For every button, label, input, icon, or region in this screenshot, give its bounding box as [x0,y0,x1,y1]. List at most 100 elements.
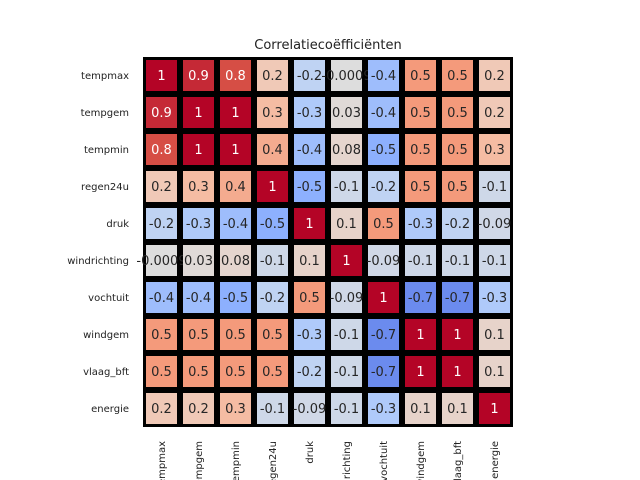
heatmap-cell [146,208,177,239]
heatmap-cell [220,134,251,165]
heatmap-cell [405,60,436,91]
heatmap-cell [294,245,325,276]
cell-value-label: 1 [268,180,276,195]
row-label: tempmin [84,145,129,156]
row-label: druk [106,219,129,230]
heatmap-cell [220,97,251,128]
heatmap-cell [294,97,325,128]
heatmap-cell [442,356,473,387]
row-label: tempgem [81,108,129,119]
cell-value-label: -0.2 [149,217,174,232]
column-label: regen24u [268,441,279,480]
heatmap-cell [257,319,288,350]
heatmap-cell [479,134,510,165]
cell-value-label: -0.4 [371,106,396,121]
cell-value-label: 0.4 [262,143,283,158]
heatmap-cell [183,319,214,350]
cell-value-label: 0.08 [332,143,361,158]
cell-value-label: -0.09 [330,291,364,306]
heatmap-cell [405,282,436,313]
cell-value-label: -0.2 [445,217,470,232]
cell-value-label: 0.1 [336,217,357,232]
heatmap-cell [405,171,436,202]
heatmap-cell [257,171,288,202]
cell-value-label: -0.7 [371,328,396,343]
heatmap-cell [331,356,362,387]
row-label: regen24u [81,182,129,193]
heatmap-cell [294,393,325,424]
cell-value-label: 0.5 [188,365,209,380]
cell-value-label: 1 [231,143,239,158]
cell-value-label: 0.8 [151,143,172,158]
column-label: windrichting [342,441,353,480]
heatmap-cell [442,393,473,424]
heatmap-cell [442,171,473,202]
heatmap-cell [479,208,510,239]
cell-value-label: 0.03 [332,106,361,121]
cell-value-label: 0.9 [188,69,209,84]
heatmap-cell [257,245,288,276]
cell-value-label: 0.03 [184,254,213,269]
heatmap-cell [257,97,288,128]
cell-value-label: 1 [490,402,498,417]
heatmap-cell [220,60,251,91]
cell-value-label: 1 [157,69,165,84]
row-label: energie [91,404,129,415]
column-label: tempmax [157,441,168,480]
cell-value-label: 0.2 [484,69,505,84]
cell-value-label: 0.5 [225,328,246,343]
heatmap-cells: 1 0.9 0.8 0.2 -0.2 -0.0009 -0.4 0.5 0.5 0.20.9 1 1 0… [136,57,513,427]
heatmap-cell [183,356,214,387]
heatmap-cell [220,319,251,350]
heatmap-cell [146,245,177,276]
row-labels: tempmax tempgem tempmin regen24u druk windric… [67,71,129,415]
cell-value-label: 1 [379,291,387,306]
heatmap-cell [405,319,436,350]
heatmap-cell [405,393,436,424]
heatmap-cell [368,319,399,350]
heatmap-cell [183,97,214,128]
heatmap-cell [183,282,214,313]
cell-value-label: -0.2 [260,291,285,306]
column-label: tempmin [231,441,242,480]
cell-value-label: 0.5 [373,217,394,232]
heatmap-cell [331,97,362,128]
heatmap-cell [442,134,473,165]
heatmap-cell [368,356,399,387]
cell-value-label: -0.09 [367,254,401,269]
cell-value-label: -0.3 [482,291,507,306]
heatmap-cell [331,171,362,202]
cell-value-label: -0.3 [297,106,322,121]
heatmap-cell [220,282,251,313]
cell-value-label: -0.1 [334,180,359,195]
heatmap-cell [479,171,510,202]
heatmap-cell [405,97,436,128]
cell-value-label: -0.1 [260,402,285,417]
heatmap-cell [183,134,214,165]
cell-value-label: -0.4 [186,291,211,306]
heatmap-cell [220,171,251,202]
heatmap-cell [479,356,510,387]
cell-value-label: 0.5 [410,106,431,121]
cell-value-label: 1 [416,328,424,343]
cell-value-label: 0.4 [225,180,246,195]
column-label: tempgem [194,441,205,480]
row-label: tempmax [81,71,129,82]
heatmap-cell [220,208,251,239]
heatmap-cell [257,356,288,387]
heatmap-cell [405,134,436,165]
cell-value-label: 0.2 [151,402,172,417]
cell-value-label: -0.7 [371,365,396,380]
heatmap-cell [368,245,399,276]
heatmap-cell [442,319,473,350]
cell-value-label: 1 [194,106,202,121]
cell-value-label: 0.5 [410,180,431,195]
cell-value-label: 0.1 [447,402,468,417]
cell-value-label: 0.3 [188,180,209,195]
heatmap-cell [331,282,362,313]
cell-value-label: 0.1 [484,328,505,343]
cell-value-label: -0.1 [482,254,507,269]
heatmap-cell [405,356,436,387]
cell-value-label: 0.5 [410,69,431,84]
cell-value-label: 1 [305,217,313,232]
